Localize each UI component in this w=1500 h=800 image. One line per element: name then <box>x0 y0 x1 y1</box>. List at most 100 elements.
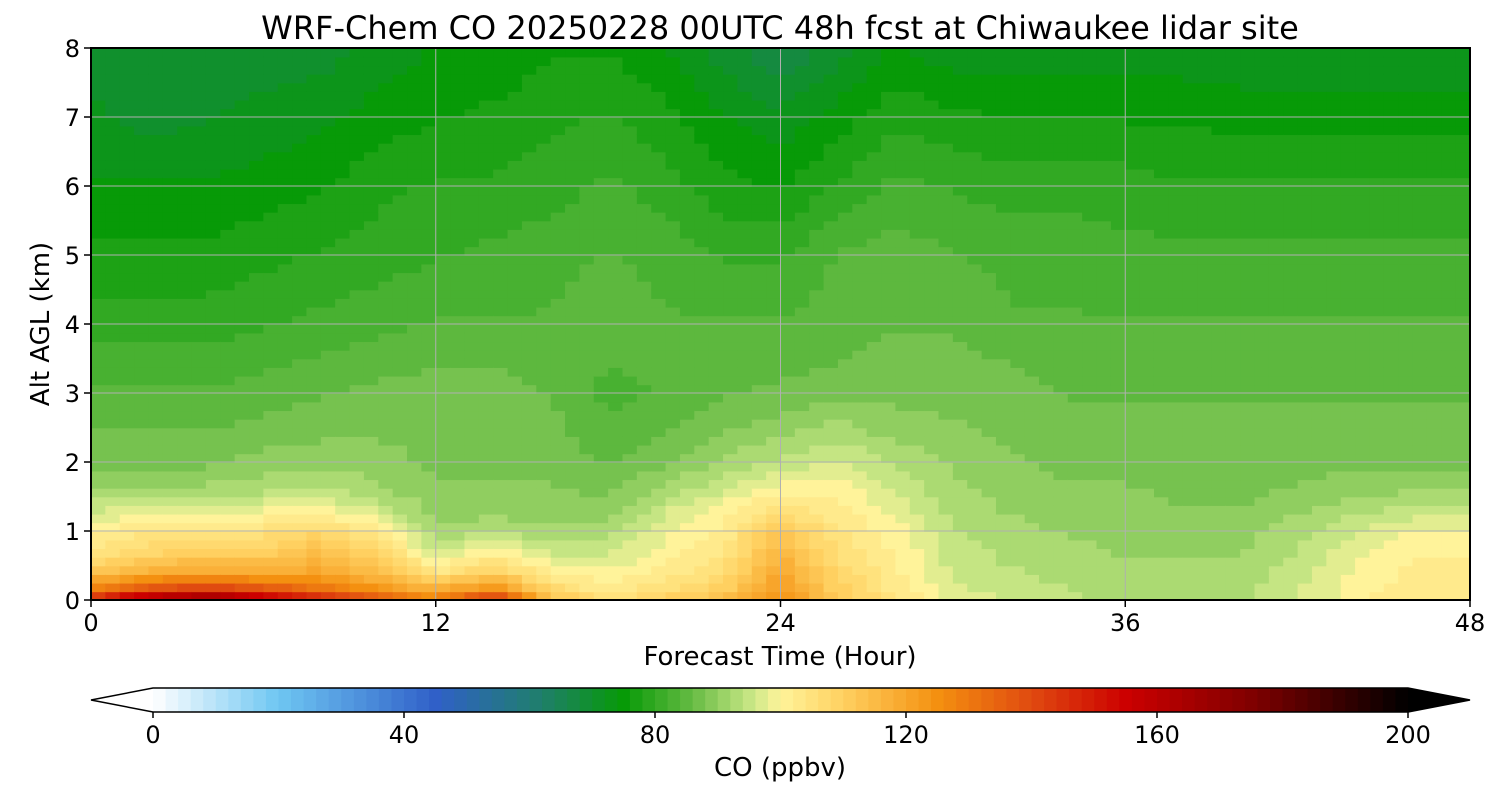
heatmap-cell <box>780 349 796 360</box>
heatmap-cell <box>967 401 983 412</box>
heatmap-cell <box>981 48 997 58</box>
heatmap-cell <box>1197 177 1213 187</box>
heatmap-cell <box>837 151 854 161</box>
heatmap-cell <box>1110 82 1127 92</box>
heatmap-cell <box>191 142 207 153</box>
heatmap-cell <box>665 574 681 584</box>
heatmap-cell <box>895 341 911 351</box>
heatmap-cell <box>651 349 667 360</box>
heatmap-cell <box>378 125 394 136</box>
heatmap-cell <box>507 487 523 498</box>
heatmap-cell <box>579 548 595 558</box>
heatmap-cell <box>249 462 265 472</box>
heatmap-cell <box>335 289 351 299</box>
heatmap-cell <box>809 324 825 334</box>
heatmap-cell <box>392 280 408 291</box>
heatmap-cell <box>1096 513 1112 524</box>
heatmap-cell <box>895 496 911 506</box>
heatmap-cell <box>780 332 796 343</box>
heatmap-cell <box>162 220 178 230</box>
heatmap-cell <box>177 479 193 489</box>
heatmap-cell <box>1168 298 1184 308</box>
heatmap-cell <box>924 280 940 291</box>
heatmap-cell <box>1039 246 1055 256</box>
heatmap-cell <box>392 73 408 84</box>
heatmap-cell <box>938 487 954 498</box>
heatmap-cell <box>478 272 494 282</box>
heatmap-cell <box>148 418 164 429</box>
heatmap-cell <box>1067 99 1083 110</box>
heatmap-cell <box>148 246 164 256</box>
heatmap-cell <box>220 574 236 584</box>
heatmap-cell <box>1082 65 1098 75</box>
heatmap-cell <box>349 203 365 213</box>
heatmap-cell <box>895 367 911 377</box>
heatmap-cell <box>1168 229 1184 239</box>
heatmap-cell <box>1168 194 1184 205</box>
heatmap-cell <box>550 496 566 506</box>
heatmap-cell <box>349 246 365 256</box>
heatmap-cell <box>938 82 954 92</box>
heatmap-cell <box>981 418 997 429</box>
heatmap-cell <box>263 496 279 506</box>
heatmap-cell <box>134 591 150 600</box>
heatmap-cell <box>837 332 854 343</box>
heatmap-cell <box>177 367 193 377</box>
heatmap-cell <box>622 367 638 377</box>
heatmap-cell <box>378 168 394 179</box>
heatmap-cell <box>1168 531 1184 541</box>
heatmap-cell <box>938 565 954 575</box>
heatmap-cell <box>349 487 365 498</box>
heatmap-cell <box>852 117 868 127</box>
heatmap-cell <box>694 384 710 394</box>
heatmap-cell <box>421 56 437 67</box>
heatmap-cell <box>134 375 150 386</box>
heatmap-cell <box>421 125 437 136</box>
heatmap-cell <box>651 384 667 394</box>
heatmap-cell <box>249 298 265 308</box>
heatmap-cell <box>1110 393 1127 403</box>
heatmap-cell <box>737 151 753 161</box>
heatmap-cell <box>579 574 595 584</box>
heatmap-cell <box>306 91 322 101</box>
heatmap-cell <box>895 73 911 84</box>
heatmap-cell <box>134 436 150 446</box>
heatmap-cell <box>1110 177 1127 187</box>
heatmap-cell <box>191 401 207 412</box>
heatmap-cell <box>450 444 466 455</box>
heatmap-cell <box>694 375 710 386</box>
heatmap-cell <box>708 186 724 196</box>
heatmap-cell <box>952 384 969 394</box>
heatmap-cell <box>148 470 164 481</box>
heatmap-cell <box>679 237 696 248</box>
heatmap-cell <box>407 82 423 92</box>
heatmap-cell <box>938 341 954 351</box>
heatmap-cell <box>335 487 351 498</box>
heatmap-cell <box>493 237 509 248</box>
heatmap-cell <box>737 384 753 394</box>
heatmap-cell <box>967 479 983 489</box>
heatmap-cell <box>1153 591 1170 600</box>
heatmap-cell <box>306 194 322 205</box>
heatmap-cell <box>651 462 667 472</box>
heatmap-cell <box>924 298 940 308</box>
heatmap-cell <box>665 427 681 437</box>
heatmap-cell <box>593 487 609 498</box>
heatmap-cell <box>1211 556 1227 567</box>
heatmap-cell <box>536 324 552 334</box>
heatmap-cell <box>550 177 566 187</box>
heatmap-cell <box>1139 384 1155 394</box>
heatmap-cell <box>191 410 207 420</box>
heatmap-cell <box>751 255 767 265</box>
heatmap-cell <box>780 436 796 446</box>
heatmap-cell <box>723 410 739 420</box>
heatmap-cell <box>593 531 609 541</box>
heatmap-cell <box>924 513 940 524</box>
heatmap-cell <box>1053 410 1069 420</box>
heatmap-cell <box>91 324 107 334</box>
heatmap-cell <box>320 358 336 368</box>
heatmap-cell <box>91 315 107 325</box>
heatmap-cell <box>292 436 308 446</box>
heatmap-cell <box>335 574 351 584</box>
heatmap-cell <box>277 237 293 248</box>
